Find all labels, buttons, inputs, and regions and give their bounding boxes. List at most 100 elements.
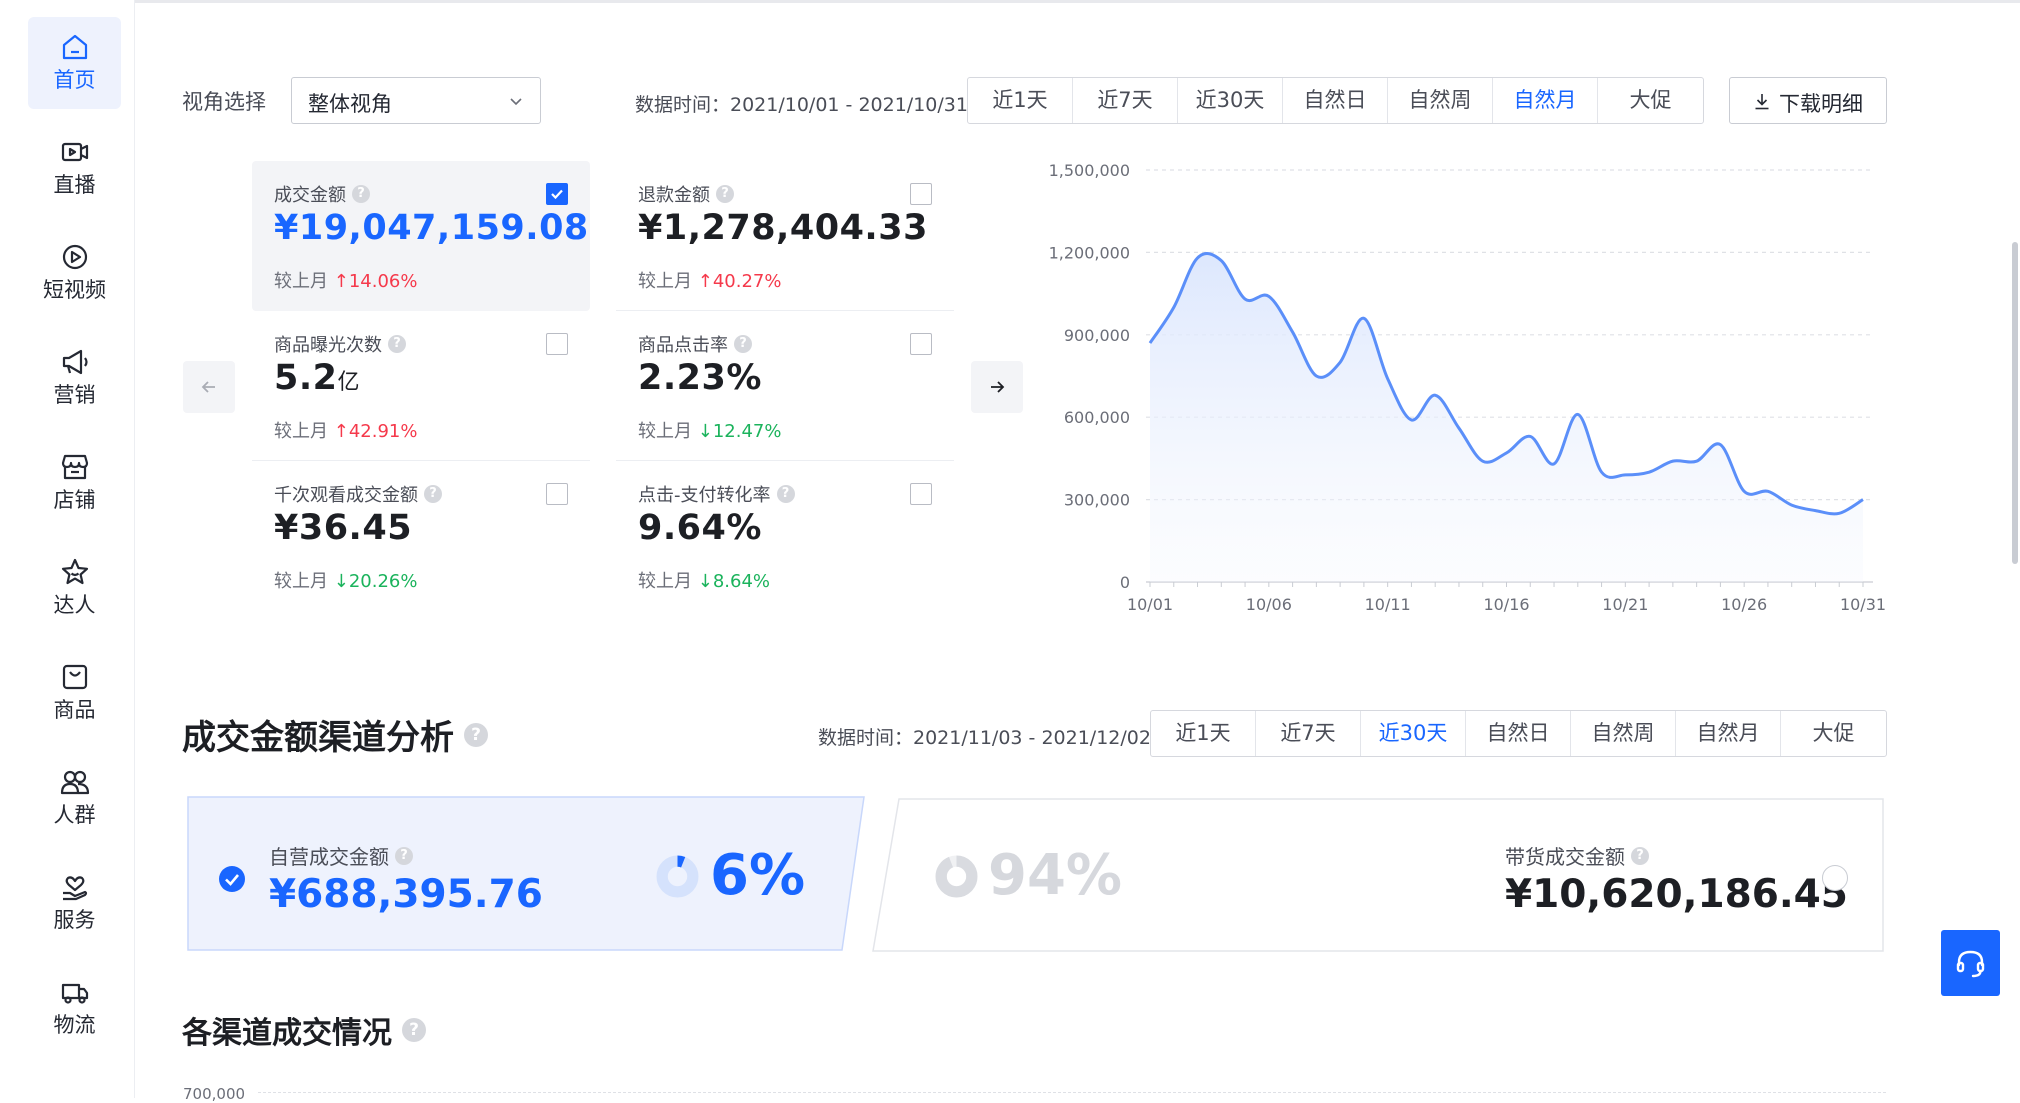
overview-range-tab[interactable]: 大促 (1598, 78, 1703, 123)
x-tick-label: 10/21 (1602, 595, 1648, 614)
store-icon (59, 451, 91, 483)
help-icon[interactable]: ? (388, 335, 406, 353)
metric-name-text: 退款金额 (638, 181, 710, 207)
channel-title-text: 成交金额渠道分析 (182, 710, 454, 759)
change-down-icon: ↓ (698, 571, 713, 592)
help-icon[interactable]: ? (1631, 847, 1649, 865)
arrow-right-icon (987, 377, 1007, 397)
channel-range-tab[interactable]: 自然周 (1571, 711, 1676, 756)
download-button[interactable]: 下载明细 (1729, 77, 1887, 124)
help-icon[interactable]: ? (777, 485, 795, 503)
y-tick-label: 0 (1120, 573, 1130, 592)
metric-value-text: ¥19,047,159.08 (274, 208, 589, 248)
help-icon[interactable]: ? (734, 335, 752, 353)
metric-checkbox[interactable] (910, 183, 932, 205)
sidebar-item-crowd[interactable]: 人群 (28, 752, 121, 844)
help-icon[interactable]: ? (352, 185, 370, 203)
help-icon[interactable]: ? (716, 185, 734, 203)
metric-compare: 较上月 ↓12.47% (638, 417, 781, 443)
sidebar-item-marketing[interactable]: 营销 (28, 332, 121, 424)
help-icon[interactable]: ? (464, 723, 488, 747)
sidebar-item-video[interactable]: 短视频 (28, 227, 121, 319)
channel-range-tab[interactable]: 大促 (1781, 711, 1886, 756)
metric-checkbox[interactable] (910, 333, 932, 355)
metric-card[interactable]: 商品点击率? 2.23% 较上月 ↓12.47% (616, 311, 954, 461)
sidebar-item-home[interactable]: 首页 (28, 17, 121, 109)
metric-compare: 较上月 ↑14.06% (274, 267, 417, 293)
sidebar-item-creator[interactable]: 达人 (28, 542, 121, 634)
metric-name: 退款金额? (638, 181, 734, 207)
channel-range-tab[interactable]: 近1天 (1151, 711, 1256, 756)
overview-range-tab[interactable]: 近7天 (1073, 78, 1178, 123)
metric-checkbox[interactable] (546, 183, 568, 205)
metric-value-text: 2.23% (638, 358, 762, 398)
metric-change: 14.06% (349, 271, 418, 292)
metric-card[interactable]: 点击-支付转化率?9.64%较上月 ↓8.64% (616, 461, 954, 611)
carry-label: 带货成交金额? (1505, 841, 1649, 870)
compare-label: 较上月 (274, 421, 328, 442)
metric-value: ¥36.45 (274, 508, 412, 548)
overview-data-time: 数据时间：2021/10/01 - 2021/10/31 (635, 90, 968, 117)
help-icon[interactable]: ? (402, 1018, 426, 1042)
help-icon[interactable]: ? (424, 485, 442, 503)
chevron-down-icon (508, 93, 524, 109)
metric-name-text: 商品点击率 (638, 331, 728, 357)
channels-section-title: 各渠道成交情况 ? (182, 1008, 426, 1052)
x-tick-label: 10/16 (1483, 595, 1529, 614)
metric-compare: 较上月 ↑42.91% (274, 417, 417, 443)
metric-value-text: 9.64% (638, 508, 762, 548)
overview-range-tab[interactable]: 自然日 (1283, 78, 1388, 123)
self-label: 自营成交金额? (269, 841, 413, 870)
channel-range-tab[interactable]: 近30天 (1361, 711, 1466, 756)
next-arrow-button[interactable] (971, 361, 1023, 413)
overview-range-tab[interactable]: 近1天 (968, 78, 1073, 123)
bottom-gridline (258, 1092, 1886, 1093)
live-icon (59, 136, 91, 168)
y-tick-label: 600,000 (1064, 408, 1130, 427)
compare-label: 较上月 (274, 571, 328, 592)
sidebar-item-store[interactable]: 店铺 (28, 437, 121, 529)
metric-value-text: ¥36.45 (274, 508, 412, 548)
bottom-chart-tick: 700,000 (183, 1085, 245, 1103)
sidebar-item-label: 商品 (28, 697, 121, 723)
metric-checkbox[interactable] (546, 483, 568, 505)
help-icon[interactable]: ? (395, 847, 413, 865)
overview-range-tab[interactable]: 自然周 (1388, 78, 1493, 123)
metric-name-text: 点击-支付转化率 (638, 481, 771, 507)
prev-arrow-button[interactable] (183, 361, 235, 413)
view-label: 视角选择 (182, 86, 266, 116)
view-select-value: 整体视角 (308, 88, 392, 118)
sidebar-item-product[interactable]: 商品 (28, 647, 121, 739)
sidebar-item-label: 短视频 (28, 277, 121, 303)
channel-range-tab[interactable]: 近7天 (1256, 711, 1361, 756)
carry-radio[interactable] (1822, 865, 1848, 891)
overview-range-tab[interactable]: 自然月 (1493, 78, 1598, 123)
metric-value: 2.23% (638, 358, 762, 398)
sidebar-item-label: 达人 (28, 592, 121, 618)
self-value: ¥688,395.76 (269, 872, 543, 917)
scrollbar-thumb[interactable] (2012, 242, 2018, 564)
customer-service-button[interactable] (1941, 930, 2000, 996)
sidebar-item-service[interactable]: 服务 (28, 857, 121, 949)
sidebar-item-live[interactable]: 直播 (28, 122, 121, 214)
metric-card[interactable]: 商品曝光次数?5.2亿较上月 ↑42.91% (252, 311, 590, 461)
bag-icon (59, 661, 91, 693)
x-tick-label: 10/11 (1365, 595, 1411, 614)
change-up-icon: ↑ (334, 421, 349, 442)
sidebar-item-logistics[interactable]: 物流 (28, 962, 121, 1054)
channel-range-tab[interactable]: 自然日 (1466, 711, 1571, 756)
sidebar-item-label: 营销 (28, 382, 121, 408)
overview-range-tab[interactable]: 近30天 (1178, 78, 1283, 123)
metric-checkbox[interactable] (546, 333, 568, 355)
metric-change: 40.27% (713, 271, 782, 292)
metric-change: 8.64% (713, 571, 770, 592)
metric-checkbox[interactable] (910, 483, 932, 505)
metric-value: ¥1,278,404.33 (638, 208, 928, 248)
self-radio-checked[interactable] (219, 866, 245, 892)
channel-range-tab[interactable]: 自然月 (1676, 711, 1781, 756)
view-select[interactable]: 整体视角 (291, 77, 541, 124)
metric-compare: 较上月 ↑40.27% (638, 267, 781, 293)
